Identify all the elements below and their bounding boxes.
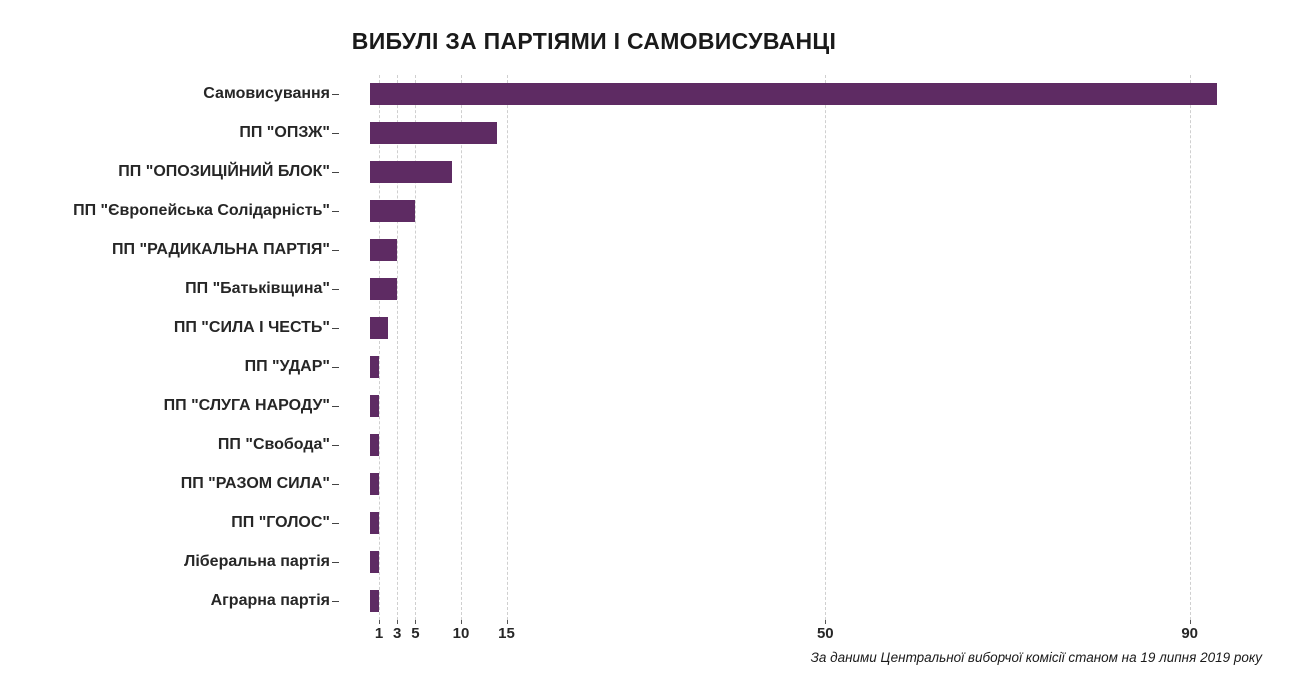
gridline bbox=[825, 75, 827, 620]
y-tick-mark bbox=[332, 211, 339, 213]
x-tick-mark bbox=[1189, 620, 1191, 624]
x-tick-label: 15 bbox=[498, 625, 515, 642]
category-label: Ліберальна партія bbox=[184, 552, 330, 570]
category-label: ПП "УДАР" bbox=[244, 357, 330, 375]
bar bbox=[369, 550, 379, 573]
gridline bbox=[460, 75, 462, 620]
plot-area bbox=[338, 75, 1258, 620]
x-tick-mark bbox=[415, 620, 417, 624]
category-label: ПП "ОПОЗИЦІЙНИЙ БЛОК" bbox=[118, 163, 330, 181]
y-tick-mark bbox=[332, 444, 339, 446]
gridline bbox=[1189, 75, 1191, 620]
x-tick-mark bbox=[506, 620, 508, 624]
bar bbox=[369, 161, 452, 184]
bar bbox=[369, 472, 379, 495]
x-tick-label: 90 bbox=[1181, 625, 1199, 642]
category-label: ПП "Європейська Солідарність" bbox=[73, 202, 330, 220]
y-tick-mark bbox=[332, 289, 339, 291]
x-tick-mark bbox=[397, 620, 399, 624]
bar bbox=[369, 394, 379, 417]
x-tick-label: 50 bbox=[816, 625, 834, 642]
y-tick-mark bbox=[332, 522, 339, 524]
category-label: ПП "ГОЛОС" bbox=[231, 513, 330, 531]
bar bbox=[369, 511, 379, 534]
bar bbox=[369, 433, 379, 456]
category-label: ПП "Свобода" bbox=[217, 435, 330, 453]
bar bbox=[369, 200, 416, 223]
x-tick-mark bbox=[460, 620, 462, 624]
y-tick-mark bbox=[332, 366, 339, 368]
gridline bbox=[378, 75, 380, 620]
x-tick-mark bbox=[825, 620, 827, 624]
x-tick-mark bbox=[378, 620, 380, 624]
category-label: ПП "ОПЗЖ" bbox=[239, 124, 330, 142]
category-label: Аграрна партія bbox=[210, 591, 330, 609]
y-tick-mark bbox=[332, 94, 339, 96]
category-label: ПП "Батьківщина" bbox=[185, 280, 330, 298]
category-label: Самовисування bbox=[203, 85, 330, 103]
y-tick-mark bbox=[332, 600, 339, 602]
gridline bbox=[415, 75, 417, 620]
y-tick-mark bbox=[332, 133, 339, 135]
bar bbox=[369, 122, 498, 145]
chart-title: ВИБУЛІ ЗА ПАРТІЯМИ І САМОВИСУВАНЦІ bbox=[351, 28, 837, 54]
bar bbox=[369, 589, 379, 612]
y-tick-mark bbox=[332, 328, 339, 330]
bar bbox=[369, 317, 389, 340]
gridline bbox=[397, 75, 399, 620]
x-tick-label: 5 bbox=[411, 625, 420, 642]
bar bbox=[369, 278, 398, 301]
gridline bbox=[506, 75, 508, 620]
y-tick-mark bbox=[332, 561, 339, 563]
bar bbox=[369, 83, 1217, 106]
x-tick-label: 3 bbox=[393, 625, 402, 642]
y-tick-mark bbox=[332, 405, 339, 407]
category-label: ПП "СЛУГА НАРОДУ" bbox=[163, 396, 330, 414]
category-label: ПП "РАЗОМ СИЛА" bbox=[180, 474, 330, 492]
bar bbox=[369, 355, 379, 378]
category-label: ПП "СИЛА І ЧЕСТЬ" bbox=[173, 319, 330, 337]
x-tick-label: 1 bbox=[374, 625, 384, 642]
bar bbox=[369, 239, 398, 262]
y-tick-mark bbox=[332, 250, 339, 252]
source-note: За даними Центральної виборчої комісії с… bbox=[810, 650, 1262, 665]
category-label: ПП "РАДИКАЛЬНА ПАРТІЯ" bbox=[112, 241, 330, 259]
y-tick-mark bbox=[332, 172, 339, 174]
x-tick-label: 10 bbox=[452, 625, 470, 642]
y-tick-mark bbox=[332, 483, 339, 485]
